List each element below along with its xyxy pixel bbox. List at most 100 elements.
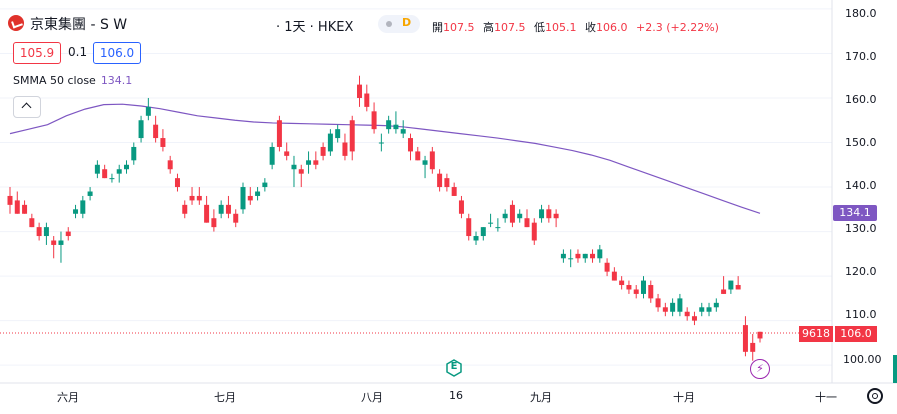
chevron-up-icon: [21, 102, 32, 113]
candle-body: [539, 209, 545, 219]
candle-body: [342, 142, 348, 156]
candle-body: [590, 253, 596, 259]
price-tick: 120.0: [845, 265, 877, 278]
candle-body: [65, 231, 71, 237]
candle-body: [517, 213, 523, 219]
candle-body: [378, 142, 384, 144]
candles: [7, 75, 763, 361]
candle-body: [94, 164, 100, 174]
candle-body: [87, 191, 93, 196]
candle-body: [662, 307, 668, 312]
candle-body: [560, 253, 566, 259]
candle-body: [713, 302, 719, 308]
candle-body: [80, 200, 86, 214]
candle-body: [29, 218, 35, 228]
delay-badge[interactable]: D: [378, 15, 420, 33]
candle-body: [611, 271, 617, 281]
candle-body: [750, 342, 756, 352]
chart-header: 京東集團 - S W · 1天 · HKEX D 開107.5 高107.5 低…: [0, 0, 830, 40]
candle-body: [269, 146, 275, 165]
candle-body: [160, 138, 166, 147]
candle-body: [320, 146, 326, 156]
candle-body: [218, 204, 224, 214]
change-value: +2.3 (+2.22%): [636, 21, 719, 34]
collapse-legend-button[interactable]: [13, 96, 41, 118]
candle-body: [371, 111, 377, 130]
candle-body: [335, 129, 341, 139]
candle-body: [124, 164, 130, 170]
time-tick: 16: [449, 389, 463, 402]
candle-body: [728, 280, 734, 290]
volume-bar-edge: [893, 355, 897, 383]
candle-body: [393, 124, 399, 130]
candle-body: [575, 253, 581, 259]
candle-body: [73, 209, 79, 214]
candle-body: [735, 285, 741, 290]
candle-body: [386, 120, 392, 130]
candle-body: [568, 258, 574, 260]
candle-body: [36, 227, 42, 237]
time-tick: 九月: [530, 391, 552, 404]
time-tick: 八月: [361, 391, 383, 404]
candle-body: [14, 200, 20, 214]
earnings-icon: [446, 359, 462, 377]
candle-body: [677, 298, 683, 312]
price-tick: 100.00: [843, 353, 882, 366]
indicator-value: 134.1: [100, 74, 133, 87]
candle-body: [298, 169, 304, 174]
open-label: 開: [432, 21, 443, 34]
candle-body: [357, 84, 363, 98]
candle-body: [684, 311, 690, 317]
jd-logo-icon: [8, 15, 24, 31]
price-tick: 150.0: [845, 136, 877, 149]
candle-body: [604, 262, 610, 272]
candle-body: [182, 204, 188, 214]
gear-icon[interactable]: [867, 388, 883, 404]
candle-body: [415, 151, 421, 161]
candle-body: [255, 191, 261, 196]
candle-body: [240, 187, 246, 210]
candle-body: [553, 213, 559, 219]
market-status-icon: [386, 21, 392, 27]
candle-body: [174, 178, 180, 188]
candle-body: [313, 160, 319, 165]
candle-body: [204, 204, 210, 223]
candle-body: [721, 289, 727, 294]
candle-body: [626, 285, 632, 290]
smma-line: [9, 103, 761, 214]
price-tick: 140.0: [845, 179, 877, 192]
indicator-legend[interactable]: SMMA 50 close 134.1: [13, 74, 132, 87]
candle-body: [262, 182, 268, 188]
low-label: 低: [534, 21, 545, 34]
candle-body: [43, 227, 49, 237]
earnings-marker[interactable]: E: [446, 359, 462, 377]
symbol-name[interactable]: 京東集團 - S W: [30, 17, 128, 33]
candle-body: [458, 200, 464, 214]
volume-tag: 9618: [799, 326, 833, 342]
sell-button[interactable]: 105.9: [13, 42, 61, 64]
candle-body: [211, 218, 217, 228]
interval-label[interactable]: · 1天 · HKEX: [276, 20, 354, 35]
ohlc-readout: 開107.5 高107.5 低105.1 收106.0 +2.3 (+2.22%…: [432, 19, 724, 35]
candle-body: [153, 124, 159, 139]
candle-body: [102, 169, 108, 179]
high-value: 107.5: [494, 21, 526, 34]
candle-body: [742, 325, 748, 352]
flash-icon[interactable]: ⚡: [750, 359, 770, 379]
candle-body: [364, 93, 370, 107]
candle-body: [276, 120, 282, 147]
buy-button[interactable]: 106.0: [93, 42, 141, 64]
candle-body: [655, 298, 661, 308]
price-tick: 180.0: [845, 7, 877, 20]
candle-body: [670, 302, 676, 312]
candle-body: [407, 138, 413, 152]
low-value: 105.1: [545, 21, 577, 34]
time-tick: 七月: [214, 391, 236, 404]
candle-body: [437, 173, 443, 188]
delay-label: D: [402, 16, 412, 29]
candle-body: [444, 178, 450, 188]
candle-body: [233, 213, 239, 223]
candle-body: [597, 249, 603, 259]
candle-body: [699, 307, 705, 312]
